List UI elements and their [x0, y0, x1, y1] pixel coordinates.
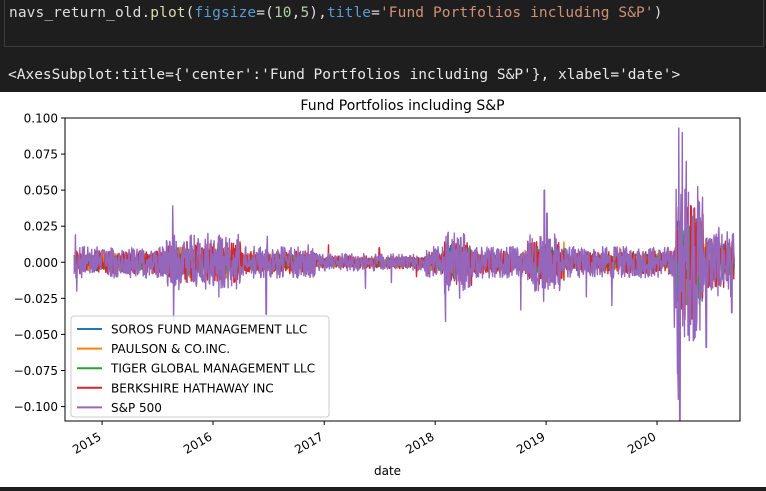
code-line[interactable]: navs_return_old.plot(figsize=(10,5),titl… [9, 5, 663, 21]
code-editor[interactable]: navs_return_old.plot(figsize=(10,5),titl… [4, 0, 764, 47]
code-token: ( [185, 5, 195, 21]
plot-frame [64, 117, 741, 422]
y-tick-label: 0.000 [24, 256, 58, 270]
legend-label: TIGER GLOBAL MANAGEMENT LLC [110, 362, 315, 376]
x-tick-label: 2017 [292, 429, 325, 456]
legend-label: SOROS FUND MANAGEMENT LLC [111, 323, 307, 337]
chart-figure: Fund Portfolios including S&P 0.100 0.075 0… [0, 92, 766, 487]
x-axis-label: date [374, 464, 401, 478]
code-token: ) [653, 5, 663, 21]
code-token: title [326, 5, 372, 21]
legend-box [70, 315, 330, 418]
code-cell[interactable]: navs_return_old.plot(figsize=(10,5),titl… [0, 0, 766, 50]
line-chart: Fund Portfolios including S&P 0.100 0.075 0… [14, 98, 741, 478]
x-tick-label: 2016 [181, 429, 214, 456]
code-token: plot [150, 5, 186, 21]
code-token: , [291, 5, 301, 21]
y-tick-label: 0.050 [24, 184, 58, 198]
x-tick-label: 2020 [625, 429, 658, 456]
y-tick-label: −0.100 [14, 400, 58, 414]
plot-series-group [73, 127, 735, 421]
code-token: 10 [273, 5, 292, 21]
y-tick-label: −0.025 [14, 292, 58, 306]
code-token: navs_return_old. [9, 5, 151, 21]
cell-output-text: <AxesSubplot:title={'center':'Fund Portf… [8, 67, 681, 83]
code-token: =( [256, 5, 274, 21]
legend-label: S&P 500 [111, 401, 162, 415]
code-token: ), [309, 5, 327, 21]
y-tick-label: −0.050 [14, 328, 58, 342]
y-tick-label: 0.025 [24, 220, 58, 234]
y-tick-label: 0.100 [24, 112, 58, 126]
legend-label: PAULSON & CO.INC. [111, 342, 230, 356]
legend-label: BERKSHIRE HATHAWAY INC [111, 381, 274, 395]
x-tick-label: 2015 [70, 429, 103, 456]
y-tick-label: −0.075 [14, 364, 58, 378]
code-token: figsize [194, 5, 257, 21]
series-line-4 [73, 127, 735, 421]
chart-title: Fund Portfolios including S&P [300, 98, 504, 114]
y-tick-label: 0.075 [24, 148, 58, 162]
x-tick-label: 2019 [514, 429, 547, 456]
code-token: 5 [300, 5, 310, 21]
x-tick-label: 2018 [403, 429, 436, 456]
code-token: = [371, 5, 380, 21]
code-token: 'Fund Portfolios including S&P' [379, 5, 654, 21]
